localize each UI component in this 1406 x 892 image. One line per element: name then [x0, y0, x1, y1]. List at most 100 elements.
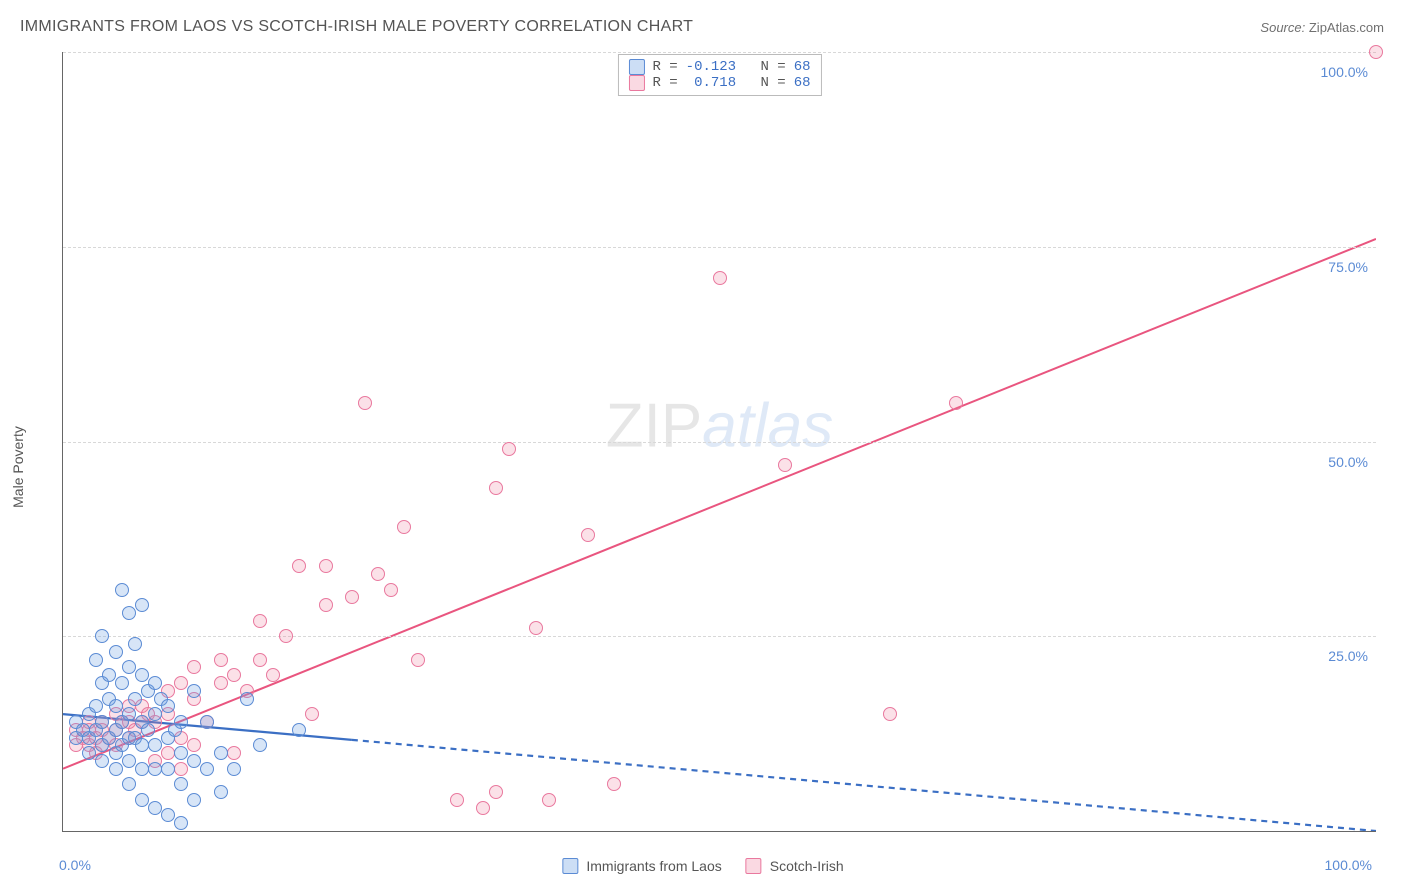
data-point-laos: [135, 598, 149, 612]
data-point-laos: [122, 606, 136, 620]
data-point-scotch: [187, 738, 201, 752]
data-point-laos: [115, 676, 129, 690]
data-point-scotch: [187, 660, 201, 674]
data-point-scotch: [214, 676, 228, 690]
data-point-scotch: [305, 707, 319, 721]
data-point-laos: [95, 629, 109, 643]
data-point-laos: [109, 699, 123, 713]
data-point-scotch: [227, 746, 241, 760]
y-axis-label: Male Poverty: [10, 426, 26, 508]
data-point-scotch: [345, 590, 359, 604]
data-point-scotch: [292, 559, 306, 573]
source-attribution: Source: ZipAtlas.com: [1260, 20, 1384, 35]
data-point-laos: [214, 746, 228, 760]
data-point-scotch: [949, 396, 963, 410]
data-point-laos: [187, 793, 201, 807]
data-point-laos: [89, 699, 103, 713]
data-point-laos: [95, 715, 109, 729]
data-point-laos: [95, 754, 109, 768]
data-point-laos: [122, 754, 136, 768]
grid-line: [63, 247, 1376, 248]
data-point-laos: [174, 746, 188, 760]
plot-area: ZIPatlas R = -0.123 N = 68 R = 0.718 N =…: [62, 52, 1376, 832]
data-point-scotch: [450, 793, 464, 807]
r-value-scotch: 0.718: [686, 75, 736, 91]
data-point-laos: [200, 762, 214, 776]
swatch-scotch: [628, 75, 644, 91]
swatch-laos: [628, 59, 644, 75]
data-point-laos: [161, 699, 175, 713]
data-point-scotch: [411, 653, 425, 667]
data-point-laos: [148, 676, 162, 690]
data-point-laos: [148, 801, 162, 815]
data-point-scotch: [319, 559, 333, 573]
data-point-scotch: [489, 481, 503, 495]
n-value-laos: 68: [794, 59, 811, 75]
data-point-scotch: [358, 396, 372, 410]
legend-item-scotch: Scotch-Irish: [746, 858, 844, 874]
data-point-scotch: [174, 762, 188, 776]
data-point-scotch: [253, 614, 267, 628]
swatch-scotch: [746, 858, 762, 874]
data-point-laos: [89, 653, 103, 667]
data-point-laos: [141, 723, 155, 737]
legend-item-laos: Immigrants from Laos: [562, 858, 721, 874]
data-point-scotch: [476, 801, 490, 815]
y-tick-label: 100.0%: [1321, 64, 1368, 80]
data-point-laos: [200, 715, 214, 729]
y-tick-label: 50.0%: [1328, 454, 1368, 470]
data-point-laos: [148, 738, 162, 752]
chart-title: IMMIGRANTS FROM LAOS VS SCOTCH-IRISH MAL…: [20, 18, 693, 36]
data-point-laos: [214, 785, 228, 799]
data-point-laos: [174, 715, 188, 729]
data-point-laos: [135, 762, 149, 776]
data-point-laos: [128, 692, 142, 706]
data-point-laos: [174, 777, 188, 791]
data-point-laos: [82, 746, 96, 760]
data-point-laos: [122, 707, 136, 721]
data-point-scotch: [279, 629, 293, 643]
data-point-scotch: [161, 746, 175, 760]
source-label: Source:: [1260, 20, 1305, 35]
r-value-laos: -0.123: [686, 59, 736, 75]
x-tick-label: 100.0%: [1325, 857, 1372, 873]
data-point-scotch: [883, 707, 897, 721]
grid-line: [63, 636, 1376, 637]
n-label: N =: [761, 75, 786, 91]
data-point-scotch: [266, 668, 280, 682]
y-tick-label: 75.0%: [1328, 259, 1368, 275]
r-label: R =: [652, 59, 677, 75]
data-point-scotch: [542, 793, 556, 807]
data-point-scotch: [489, 785, 503, 799]
data-point-laos: [240, 692, 254, 706]
data-point-scotch: [214, 653, 228, 667]
data-point-scotch: [778, 458, 792, 472]
source-name: ZipAtlas.com: [1309, 20, 1384, 35]
data-point-laos: [187, 684, 201, 698]
data-point-scotch: [529, 621, 543, 635]
data-point-laos: [122, 660, 136, 674]
data-point-laos: [102, 668, 116, 682]
data-point-scotch: [502, 442, 516, 456]
data-point-laos: [135, 738, 149, 752]
data-point-scotch: [1369, 45, 1383, 59]
data-point-laos: [161, 762, 175, 776]
correlation-row-scotch: R = 0.718 N = 68: [628, 75, 810, 91]
data-point-scotch: [607, 777, 621, 791]
data-point-laos: [148, 707, 162, 721]
watermark: ZIPatlas: [606, 390, 833, 461]
data-point-laos: [128, 637, 142, 651]
correlation-row-laos: R = -0.123 N = 68: [628, 59, 810, 75]
chart-container: Male Poverty ZIPatlas R = -0.123 N = 68 …: [10, 52, 1396, 882]
data-point-laos: [115, 583, 129, 597]
data-point-laos: [161, 808, 175, 822]
data-point-laos: [109, 762, 123, 776]
correlation-legend: R = -0.123 N = 68 R = 0.718 N = 68: [617, 54, 821, 96]
data-point-laos: [122, 777, 136, 791]
grid-line: [63, 442, 1376, 443]
y-tick-label: 25.0%: [1328, 648, 1368, 664]
data-point-laos: [174, 816, 188, 830]
data-point-laos: [135, 668, 149, 682]
data-point-laos: [148, 762, 162, 776]
watermark-atlas: atlas: [702, 391, 833, 460]
